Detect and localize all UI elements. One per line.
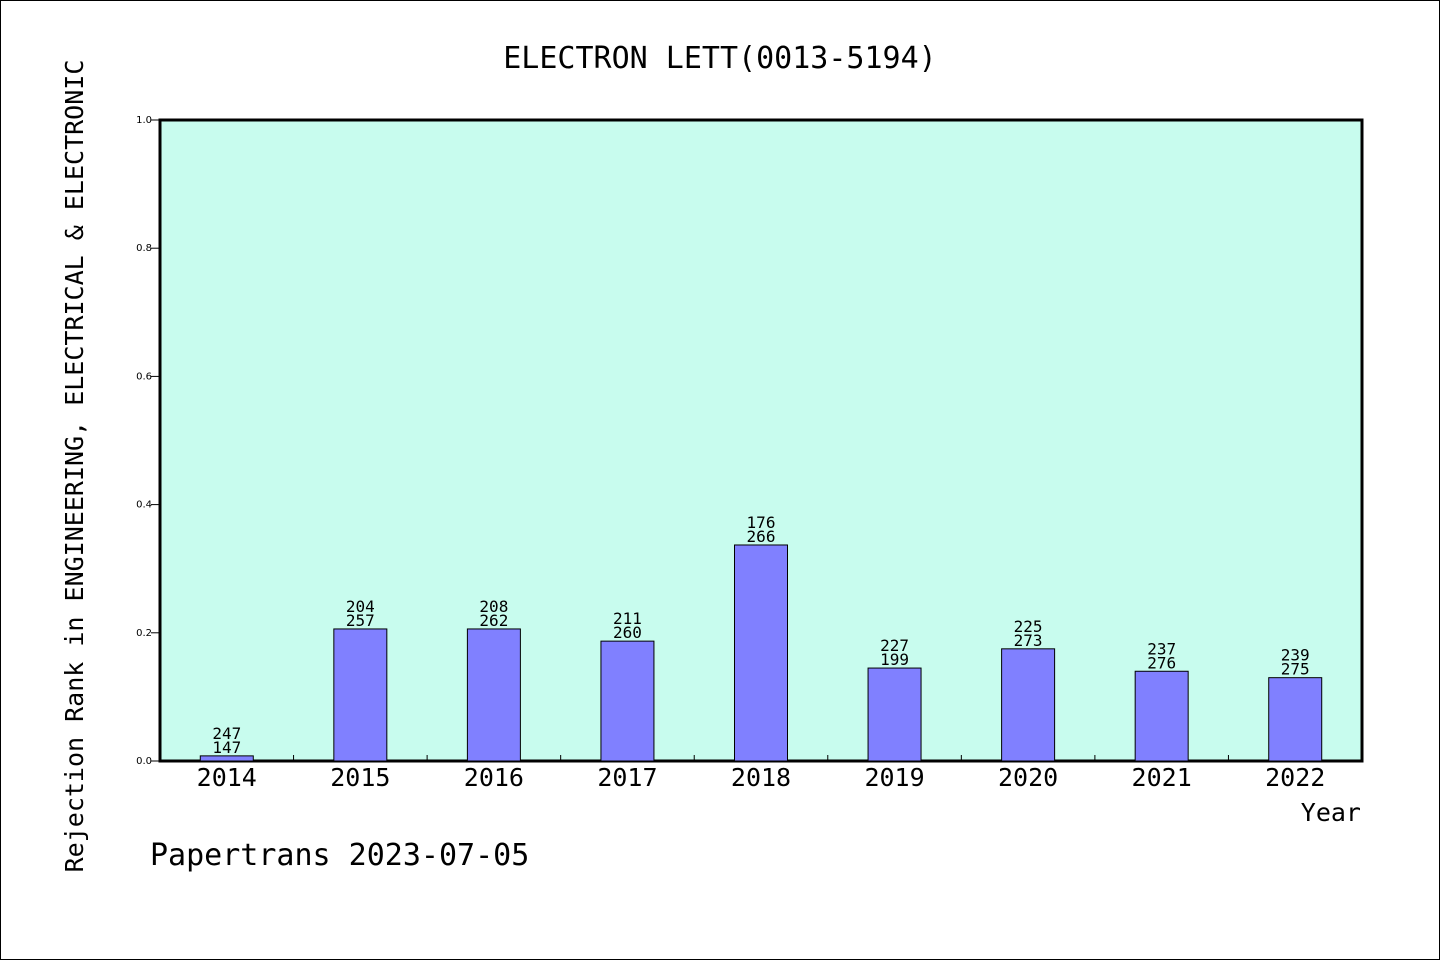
bar [466,628,521,762]
bar-label-top: 227 [880,636,909,655]
bar-label-top: 247 [212,724,241,743]
y-tick-label: 0.8 [136,243,152,254]
x-tick-label: 2020 [998,763,1058,792]
bar-label-top: 208 [479,597,508,616]
x-tick-label: 2019 [864,763,924,792]
bar-label-bottom: 199 [880,650,909,669]
bar [1001,648,1056,762]
y-axis-label: Rejection Rank in ENGINEERING, ELECTRICA… [60,60,89,873]
bar-label-bottom: 276 [1147,653,1176,672]
bar-label-bottom: 275 [1281,660,1310,679]
y-axis: 0.0 0.2 0.4 0.6 0.8 1.0 [136,115,160,767]
x-tick-label: 2016 [464,763,524,792]
bar-label-bottom: 262 [479,611,508,630]
bar-label-top: 237 [1147,639,1176,658]
bar-label-bottom: 257 [346,611,375,630]
bar-label-top: 239 [1281,646,1310,665]
y-tick-label: 0.0 [136,756,152,767]
bar-label-bottom: 147 [212,738,241,757]
bar [1134,670,1189,762]
y-tick-label: 0.4 [136,500,152,511]
y-tick-label: 0.2 [136,628,152,639]
bar [734,544,788,762]
bar-label-bottom: 273 [1014,631,1043,650]
y-tick-label: 0.6 [136,371,152,382]
bar [867,667,922,762]
bar-label-top: 225 [1014,617,1043,636]
bar-label-top: 204 [346,597,375,616]
bar-label-top: 176 [747,513,776,532]
bar-label-bottom: 260 [613,623,642,642]
bar-label-bottom: 266 [747,527,776,546]
x-tick-label: 2021 [1132,763,1192,792]
bars [199,544,1323,762]
chart-title: ELECTRON LETT(0013-5194) [503,41,936,76]
x-tick-label: 2022 [1265,763,1325,792]
x-tick-label: 2014 [197,763,257,792]
x-tick-label: 2017 [597,763,657,792]
bar [600,640,655,762]
bar [199,755,254,762]
x-tick-label: 2018 [731,763,791,792]
x-axis: 2014 2015 2016 2017 2018 2019 2020 2021 2022 [197,755,1325,792]
bar [1268,677,1323,762]
bar [333,628,388,762]
x-axis-label: Year [1301,798,1361,827]
footer-text: Papertrans 2023-07-05 [150,838,529,873]
x-tick-label: 2015 [330,763,390,792]
y-tick-label: 1.0 [136,115,152,126]
bar-label-top: 211 [613,609,642,628]
